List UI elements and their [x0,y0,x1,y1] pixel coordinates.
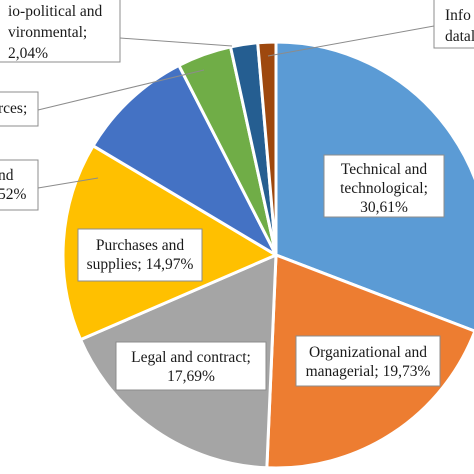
label-box-nd [0,159,39,211]
data-label-line: rces; [0,100,27,117]
data-label-line: managerial; 19,73% [306,363,431,380]
data-label-line: Legal and contract; [131,349,251,366]
data-label-info-database: Info datal [445,7,474,45]
data-label-rces: rces; [0,100,27,117]
data-label-line: Organizational and [309,344,427,361]
pie-slice-info-database [256,40,278,257]
data-label-line: 30,61% [360,199,408,216]
data-label-line: technological; [340,180,428,197]
data-label-organizational-and-managerial: Organizational and managerial; 19,73% [306,344,431,380]
data-label-line: 52% [0,186,27,203]
label-box-organizational-and-managerial [295,335,441,387]
label-box-rces [0,91,39,127]
data-label-line: 17,69% [167,368,215,385]
data-label-socio-political-and-environmental: io-political and vironmental; 2,04% [8,3,103,62]
data-label-line: Technical and [341,161,428,178]
data-label-technical-and-technological: Technical and technological; 30,61% [340,161,428,216]
leader-line-socio-political-and-environmental [119,37,233,47]
leader-line-info-database [267,25,435,57]
pie-labels: Technical and technological; 30,61% Organiz… [0,0,474,391]
data-label-line: supplies; 14,97% [87,256,194,273]
data-label-line: io-political and [8,3,103,20]
data-label-line: datal [445,28,474,45]
label-box-legal-and-contract [115,341,267,391]
data-label-line: nd [0,167,14,184]
label-box-info-database [433,0,474,49]
data-label-purchases-and-supplies: Purchases and supplies; 14,97% [87,237,194,273]
data-label-legal-and-contract: Legal and contract; 17,69% [131,349,251,385]
leader-line-nd [37,177,99,189]
data-label-line: Info [445,7,471,24]
data-label-line: Purchases and [96,237,184,254]
leader-line-rces [37,69,205,111]
label-box-socio-political-and-environmental [0,0,121,63]
pie-slice-nd [91,63,278,257]
label-box-technical-and-technological [323,154,445,218]
data-label-nd: nd 52% [0,167,27,203]
data-label-line: vironmental; [8,24,87,41]
label-box-purchases-and-supplies [77,228,203,282]
data-label-line: 2,04% [8,45,48,62]
